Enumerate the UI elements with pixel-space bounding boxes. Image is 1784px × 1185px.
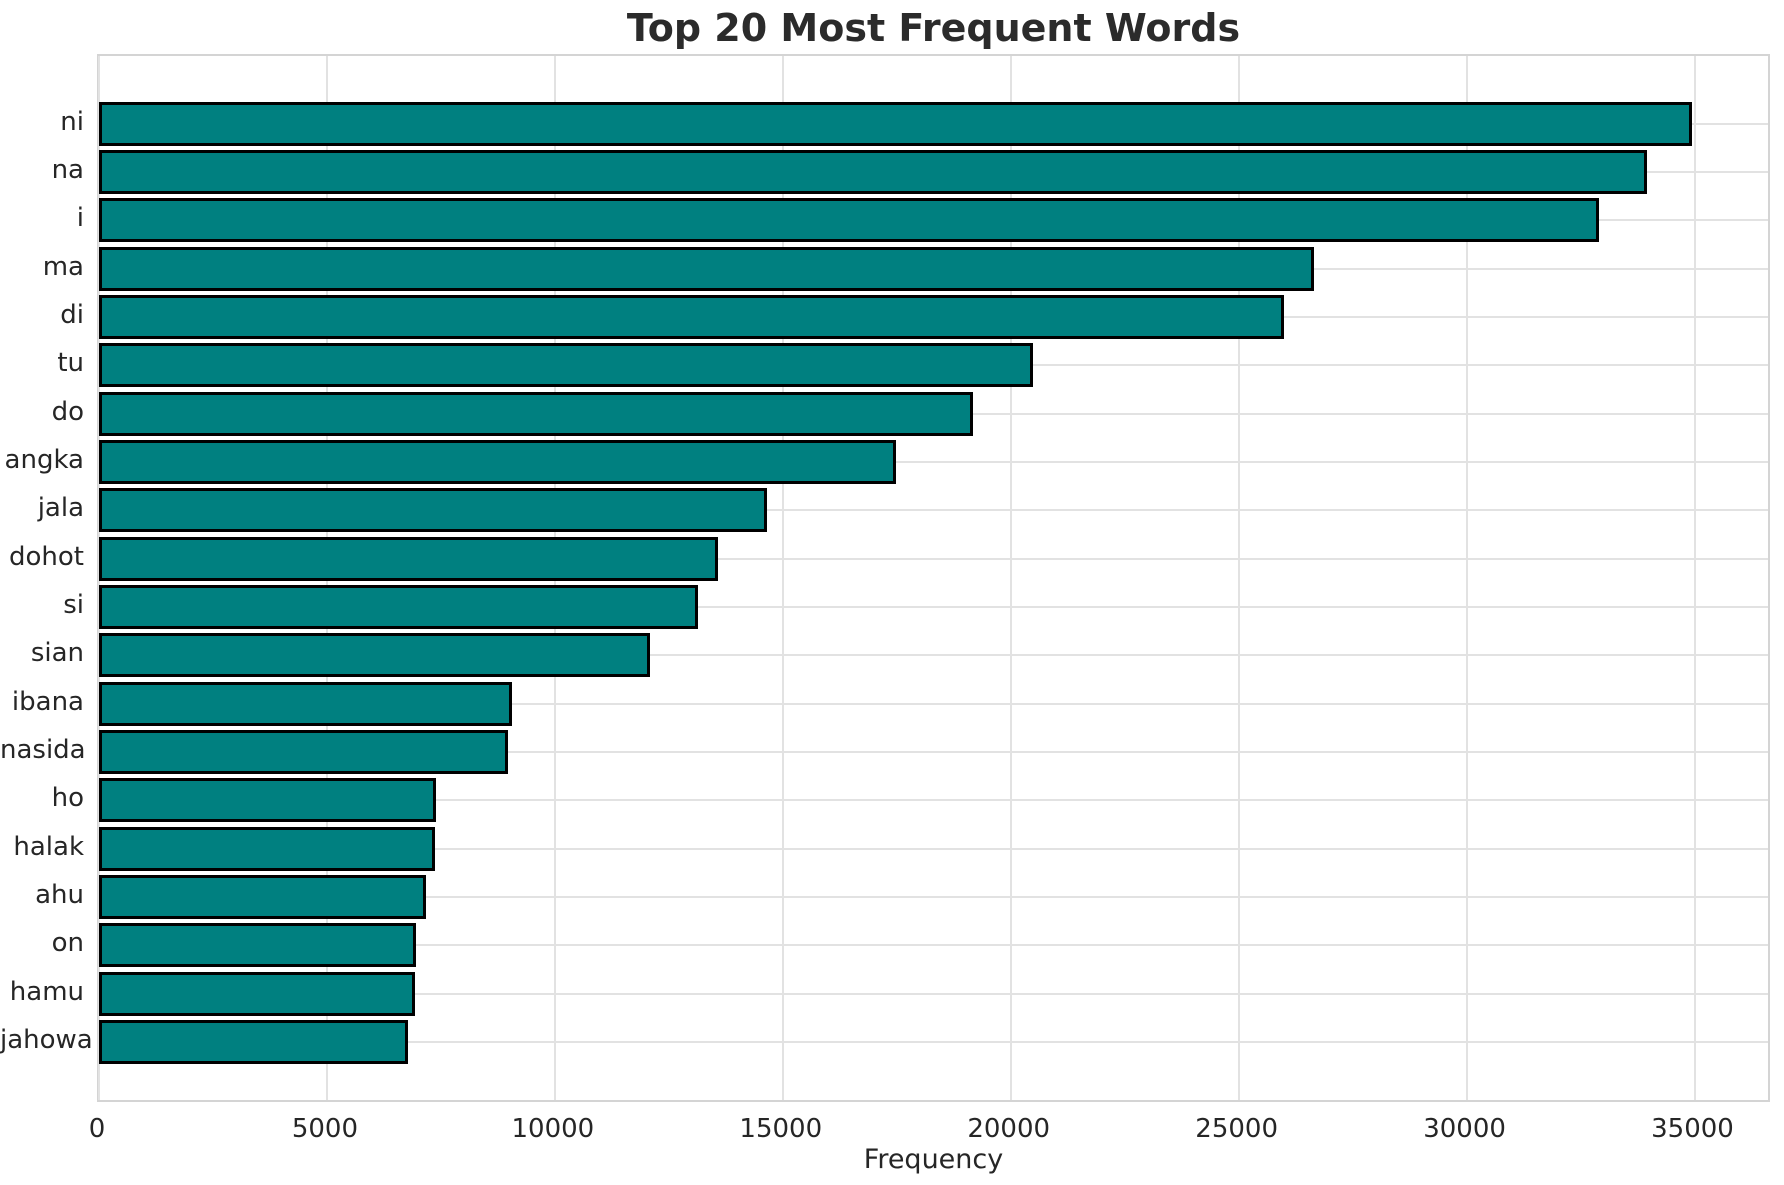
bar-on [99,923,416,968]
bar-na [99,149,1647,194]
bar-do [99,391,973,436]
y-tick-label-ma: ma [42,251,84,282]
h-gridline [99,606,1768,608]
h-gridline [99,702,1768,705]
y-tick-label-on: on [51,928,84,959]
h-gridline [99,847,1768,850]
v-gridline [1693,56,1696,1100]
v-gridline [1465,56,1468,1100]
y-tick-label-ahu: ahu [35,880,84,911]
y-tick-label-ni: ni [60,106,84,137]
x-tick-label-10000: 10000 [511,1114,595,1144]
bar-sian [99,633,650,678]
x-tick-label-30000: 30000 [1423,1114,1506,1144]
y-tick-label-halak: halak [13,831,84,862]
x-tick-label-35000: 35000 [1651,1114,1734,1144]
y-tick-label-nasida: nasida [0,735,86,766]
y-tick-label-angka: angka [4,444,84,475]
x-tick-label-0: 0 [88,1114,106,1144]
h-gridline [99,1041,1768,1044]
bar-tu [99,343,1033,388]
h-gridline [99,992,1768,995]
y-tick-label-jala: jala [37,493,84,524]
h-gridline [99,799,1768,802]
y-tick-label-hamu: hamu [9,976,84,1007]
h-gridline [99,751,1768,754]
bar-ho [99,778,436,823]
x-tick-label-25000: 25000 [1195,1114,1278,1144]
bar-nasida [99,730,508,775]
y-tick-label-do: do [51,396,84,427]
bar-hamu [99,971,415,1016]
bar-di [99,294,1284,339]
v-gridline [781,56,784,1100]
y-tick-label-si: si [63,590,84,620]
y-tick-label-sian: sian [30,638,84,669]
bar-dohot [99,536,718,581]
chart-title: Top 20 Most Frequent Words [626,6,1241,50]
y-tick-label-ho: ho [51,783,84,814]
bar-jala [99,488,767,533]
v-gridline [1237,56,1240,1100]
bar-ma [99,246,1314,291]
y-tick-label-tu: tu [57,348,84,379]
y-tick-label-na: na [51,154,84,185]
bar-i [99,198,1599,243]
bar-halak [99,826,435,871]
h-gridline [99,509,1768,512]
bar-ni [99,101,1692,146]
x-tick-label-15000: 15000 [739,1114,823,1144]
y-tick-label-jahowa: jahowa [0,1025,93,1056]
bar-jahowa [99,1020,408,1065]
plot-area [97,54,1770,1102]
h-gridline [99,654,1768,657]
v-gridline [1009,56,1012,1100]
bar-angka [99,439,896,484]
bar-si [99,585,698,629]
h-gridline [99,944,1768,947]
x-axis-title: Frequency [863,1144,1004,1175]
bar-ibana [99,681,512,726]
y-tick-label-dohot: dohot [9,541,84,572]
h-gridline [99,557,1768,560]
bar-ahu [99,875,426,920]
y-tick-label-ibana: ibana [11,686,84,717]
h-gridline [99,896,1768,899]
y-tick-label-di: di [60,299,84,330]
x-tick-label-5000: 5000 [291,1114,358,1144]
y-tick-label-i: i [76,203,84,234]
h-gridline [99,460,1768,463]
x-tick-label-20000: 20000 [967,1114,1051,1144]
